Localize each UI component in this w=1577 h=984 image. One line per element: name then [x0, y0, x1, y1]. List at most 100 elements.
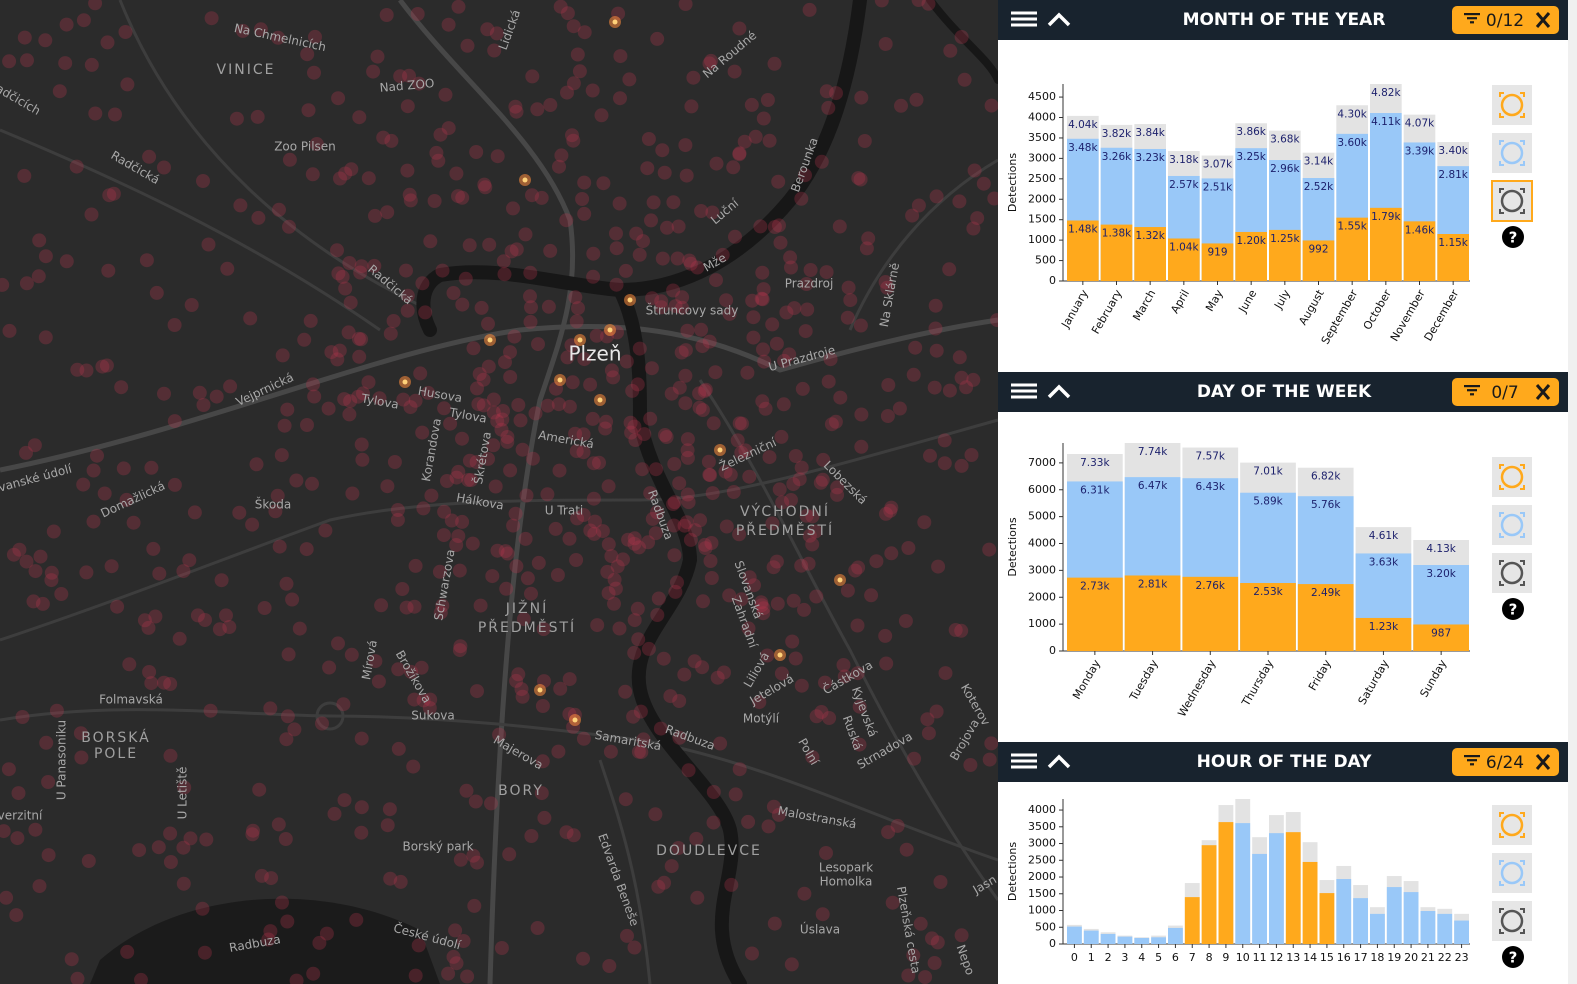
toggle-corners — [1499, 92, 1525, 118]
collapse-icon[interactable] — [1047, 754, 1071, 769]
heat-spot — [516, 612, 531, 627]
toggle-button[interactable] — [1492, 85, 1532, 125]
x-tick-label: 2 — [1105, 951, 1112, 964]
heat-spot — [509, 104, 524, 119]
heat-spot — [677, 518, 692, 533]
heat-spot — [630, 377, 645, 392]
heat-spot — [954, 928, 969, 943]
heat-spot — [354, 332, 369, 347]
toggle-button[interactable] — [1492, 853, 1532, 893]
toggle-button[interactable] — [1492, 133, 1532, 173]
toggle-button[interactable] — [1492, 901, 1532, 941]
heat-spot — [679, 168, 694, 183]
heat-spot — [416, 501, 431, 516]
heat-spot — [437, 504, 452, 519]
heat-spot — [630, 601, 645, 616]
menu-icon-bar[interactable] — [1011, 759, 1037, 763]
heat-spot — [441, 966, 456, 981]
heat-spot — [618, 684, 633, 699]
menu-icon-bar[interactable] — [1011, 395, 1037, 399]
bar — [1124, 575, 1181, 651]
help-icon: ? — [1509, 949, 1518, 967]
heat-spot — [616, 552, 630, 567]
heat-spot — [884, 546, 899, 561]
map-label: VÝCHODNÍ — [740, 503, 830, 520]
collapse-icon[interactable] — [1047, 12, 1071, 27]
heat-spot — [678, 396, 693, 411]
filter-icon-bar — [1464, 13, 1480, 16]
toggle-button[interactable] — [1492, 805, 1532, 845]
menu-icon-bar[interactable] — [1011, 17, 1037, 21]
value-label: 3.25k — [1236, 151, 1266, 163]
menu-icon-bar[interactable] — [1011, 765, 1037, 769]
x-tick-label: 11 — [1253, 951, 1267, 964]
heat-spot — [927, 380, 942, 395]
toggle-button[interactable] — [1492, 553, 1532, 593]
heat-spot — [601, 586, 616, 601]
heat-spot — [767, 220, 782, 234]
heat-spot — [677, 667, 692, 682]
heat-spot — [151, 840, 166, 855]
clear-filter[interactable] — [1535, 754, 1551, 770]
menu-icon-bar[interactable] — [1011, 23, 1037, 27]
heat-spot — [461, 473, 476, 487]
menu-icon-bar[interactable] — [1011, 11, 1037, 15]
heat-spot — [851, 560, 866, 575]
help-button[interactable] — [1502, 226, 1524, 248]
heat-spot — [503, 463, 518, 478]
menu-icon-bar[interactable] — [1011, 389, 1037, 393]
heat-spot — [925, 931, 939, 946]
toggle-corners — [1499, 812, 1525, 838]
help-button[interactable] — [1502, 598, 1524, 620]
heat-spot — [732, 416, 747, 431]
filter-icon-bar — [1470, 21, 1474, 24]
heat-spot — [438, 87, 453, 102]
heat-spot — [966, 221, 981, 236]
value-label: 4.07k — [1405, 118, 1435, 130]
help-button[interactable] — [1502, 946, 1524, 968]
toggle-button[interactable] — [1491, 180, 1533, 222]
value-label: 7.01k — [1253, 466, 1283, 478]
heat-spot — [254, 868, 269, 883]
menu-icon-bar[interactable] — [1011, 383, 1037, 387]
heat-spot — [229, 111, 244, 126]
heat-spot — [681, 763, 696, 778]
heat-spot — [735, 416, 749, 431]
heat-spot — [678, 138, 693, 153]
heat-spot — [576, 951, 590, 966]
heat-spot — [10, 831, 25, 846]
heat-spot — [852, 737, 867, 752]
heat-spot — [0, 824, 11, 839]
river — [926, 0, 1002, 84]
heat-core — [777, 652, 783, 658]
heat-spot — [384, 133, 399, 148]
clear-filter[interactable] — [1535, 12, 1551, 28]
clear-filter[interactable] — [1535, 384, 1551, 400]
heat-spot — [524, 300, 538, 315]
scrollbar — [1568, 0, 1577, 984]
heat-spot — [907, 751, 922, 766]
heat-spot — [840, 310, 855, 325]
heat-spot — [954, 30, 969, 44]
heat-spot — [687, 654, 702, 669]
heat-spot — [569, 314, 584, 329]
heat-spot — [354, 437, 369, 452]
map-label: Motýlí — [743, 712, 780, 726]
menu-icon-bar[interactable] — [1011, 753, 1037, 757]
toggle-button[interactable] — [1492, 457, 1532, 497]
heat-spot — [100, 35, 115, 50]
heat-spot — [15, 710, 30, 724]
heat-spot — [2, 323, 17, 338]
heat-spot — [948, 623, 963, 637]
heat-spot — [330, 352, 345, 367]
y-tick-label: 1500 — [1028, 213, 1056, 226]
heat-spot — [122, 657, 137, 672]
heat-spot — [618, 792, 633, 807]
heat-spot — [595, 524, 610, 539]
y-tick-label: 4000 — [1028, 111, 1056, 124]
y-axis-label: Detections — [1006, 517, 1019, 576]
collapse-icon[interactable] — [1047, 384, 1071, 399]
toggle-button[interactable] — [1492, 505, 1532, 545]
heat-spot — [400, 303, 415, 318]
